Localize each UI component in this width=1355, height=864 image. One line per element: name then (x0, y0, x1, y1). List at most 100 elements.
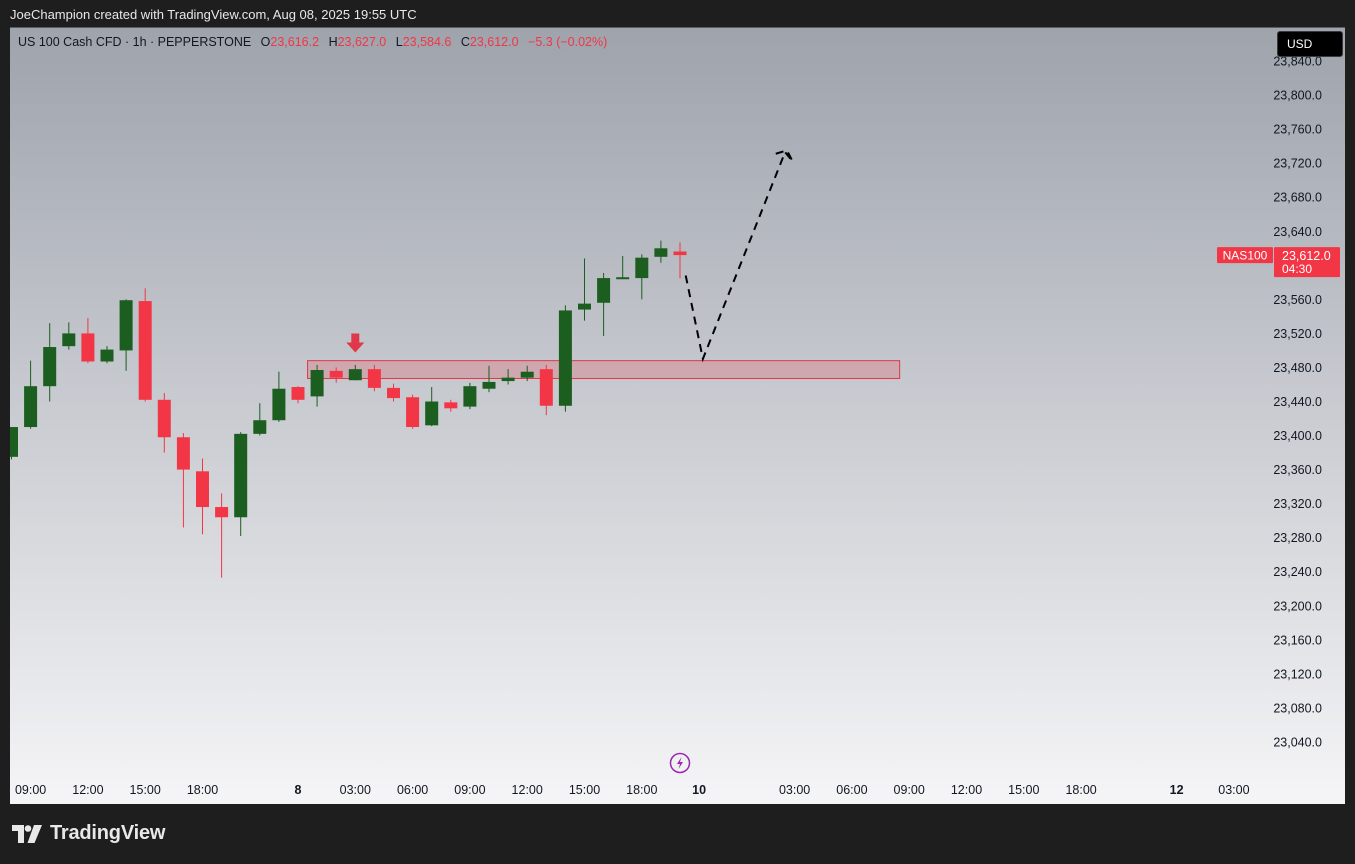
candle-body (520, 371, 534, 378)
y-axis-tick-label: 23,760.0 (1273, 123, 1322, 137)
x-axis-tick-label: 15:00 (1008, 783, 1039, 797)
symbol-tag-background (1217, 247, 1273, 264)
candle-body (635, 257, 649, 279)
y-axis-tick-label: 23,400.0 (1273, 429, 1322, 443)
tradingview-wordmark: TradingView (50, 822, 166, 844)
candle (10, 427, 18, 460)
candle-body (444, 402, 458, 409)
candle-body (558, 310, 572, 406)
candle (138, 288, 152, 402)
candle (367, 364, 381, 392)
candle (616, 255, 630, 280)
candle-body (654, 248, 668, 257)
tradingview-logo-icon (12, 824, 42, 843)
y-axis-tick-label: 23,320.0 (1273, 497, 1322, 511)
candle (43, 323, 57, 402)
candle (444, 399, 458, 412)
x-axis-tick-label: 12 (1170, 783, 1184, 797)
candle (501, 369, 515, 385)
candle-body (387, 387, 400, 399)
candle-body (43, 347, 57, 387)
candle (425, 387, 439, 427)
low-value: 23,584.6 (402, 35, 452, 49)
chart-frame: 23,040.0 23,080.0 23,120.0 23,160.0 23,200.0… (10, 27, 1345, 804)
x-axis-tick-label: 09:00 (894, 783, 925, 797)
y-axis-tick-label: 23,840.0 (1273, 55, 1322, 69)
x-axis-tick-label: 10 (692, 783, 706, 797)
candle-body (176, 437, 190, 470)
currency-button[interactable]: USD (1277, 31, 1343, 57)
candle-body (100, 349, 114, 362)
candle-body (673, 251, 687, 256)
x-axis-tick-label: 8 (295, 783, 302, 797)
supply-zone-rectangle[interactable] (307, 360, 901, 380)
candle-body (81, 333, 95, 362)
candle (24, 360, 38, 429)
candle (578, 258, 591, 321)
y-axis-tick-label: 23,640.0 (1273, 225, 1322, 239)
x-axis-tick-label: 03:00 (779, 783, 810, 797)
candle (329, 367, 343, 383)
x-axis-tick-label: 12:00 (72, 783, 103, 797)
y-axis-tick-label: 23,560.0 (1273, 293, 1322, 307)
candlestick-chart[interactable]: 23,040.0 23,080.0 23,120.0 23,160.0 23,200.0… (10, 27, 1345, 804)
symbol-tag-label: NAS100 (1223, 249, 1268, 263)
candle-body (348, 369, 362, 381)
lightning-icon-ring (669, 752, 691, 774)
candle (520, 365, 534, 382)
candle-body (501, 377, 515, 382)
x-axis-tick-label: 15:00 (569, 783, 600, 797)
x-axis-tick-label: 12:00 (951, 783, 982, 797)
candle-body (10, 427, 18, 457)
candle (539, 364, 553, 416)
candle (215, 493, 229, 578)
x-axis-tick-label: 15:00 (130, 783, 161, 797)
candle (406, 394, 420, 429)
low-label: L (395, 35, 403, 49)
candle-body (616, 277, 630, 280)
candle (673, 242, 687, 279)
change-value: −5.3 (−0.02%) (528, 35, 608, 49)
x-axis-tick-label: 12:00 (512, 783, 543, 797)
tradingview-logo[interactable]: TradingView (12, 822, 165, 845)
lightning-bolt-icon (677, 757, 683, 769)
x-axis-tick-label: 06:00 (397, 783, 428, 797)
candle-body (253, 420, 267, 434)
y-axis-tick-label: 23,080.0 (1273, 701, 1322, 715)
candle (253, 403, 267, 436)
candle (234, 432, 248, 536)
down-arrow-marker[interactable] (346, 333, 365, 353)
candle (291, 386, 305, 404)
symbol-legend: US 100 Cash CFD · 1h · PEPPERSTONE O23,6… (18, 35, 607, 49)
symbol-price-tag[interactable]: NAS100 23,612.004:30 (1217, 247, 1340, 278)
forecast-path-line[interactable] (684, 149, 794, 363)
candle-body (119, 300, 133, 351)
candle-body (578, 303, 591, 310)
candle (310, 364, 324, 407)
candle (654, 240, 668, 263)
close-value: 23,612.0 (469, 35, 519, 49)
candle-body (196, 471, 209, 508)
last-price-badge (1274, 247, 1340, 278)
candle-body (463, 386, 477, 407)
candle-body (367, 369, 381, 388)
x-axis-tick-label: 06:00 (836, 783, 867, 797)
candle (100, 346, 114, 364)
y-axis-tick-label: 23,280.0 (1273, 531, 1322, 545)
x-axis-tick-label: 18:00 (187, 783, 218, 797)
lightning-event-icon[interactable] (669, 752, 691, 774)
y-axis-tick-label: 23,440.0 (1273, 395, 1322, 409)
open-label: O (260, 35, 271, 49)
open-value: 23,616.2 (270, 35, 320, 49)
y-axis-tick-label: 23,480.0 (1273, 361, 1322, 375)
last-price-value: 23,612.0 (1282, 249, 1331, 263)
y-axis-tick-label: 23,040.0 (1273, 735, 1322, 749)
y-axis-tick-label: 23,680.0 (1273, 191, 1322, 205)
candle-body (291, 387, 305, 400)
y-axis-tick-label: 23,120.0 (1273, 667, 1322, 681)
candle (272, 371, 286, 422)
y-axis-tick-label: 23,720.0 (1273, 157, 1322, 171)
y-axis-tick-label: 23,200.0 (1273, 599, 1322, 613)
candle-body (138, 301, 152, 400)
symbol-info[interactable]: US 100 Cash CFD · 1h · PEPPERSTONE (18, 35, 252, 49)
